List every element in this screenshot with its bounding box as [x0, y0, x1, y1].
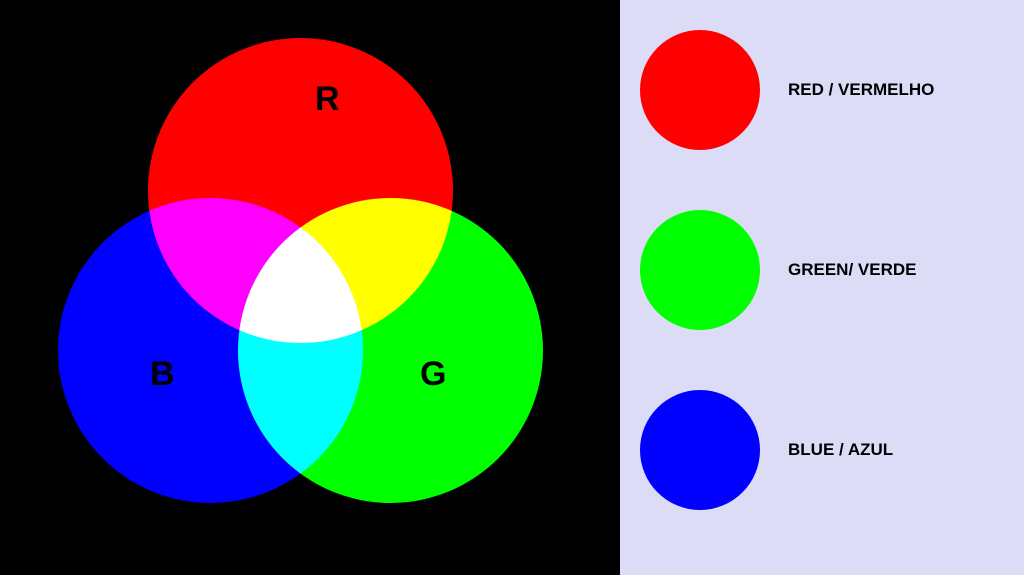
venn-label-blue: B [150, 355, 175, 394]
venn-label-green: G [420, 355, 446, 394]
legend-label-red: RED / VERMELHO [788, 80, 934, 100]
venn-panel: R G B [0, 0, 620, 575]
legend-panel: RED / VERMELHO GREEN/ VERDE BLUE / AZUL [620, 0, 1024, 575]
legend-label-green: GREEN/ VERDE [788, 260, 916, 280]
legend-item-green: GREEN/ VERDE [640, 210, 1004, 330]
legend-item-blue: BLUE / AZUL [640, 390, 1004, 510]
venn-stage: R G B [0, 0, 620, 575]
legend-item-red: RED / VERMELHO [640, 30, 1004, 150]
legend-swatch-red [640, 30, 760, 150]
legend-swatch-green [640, 210, 760, 330]
legend-label-blue: BLUE / AZUL [788, 440, 893, 460]
venn-circle-blue [58, 198, 363, 503]
legend-swatch-blue [640, 390, 760, 510]
venn-label-red: R [315, 80, 340, 119]
